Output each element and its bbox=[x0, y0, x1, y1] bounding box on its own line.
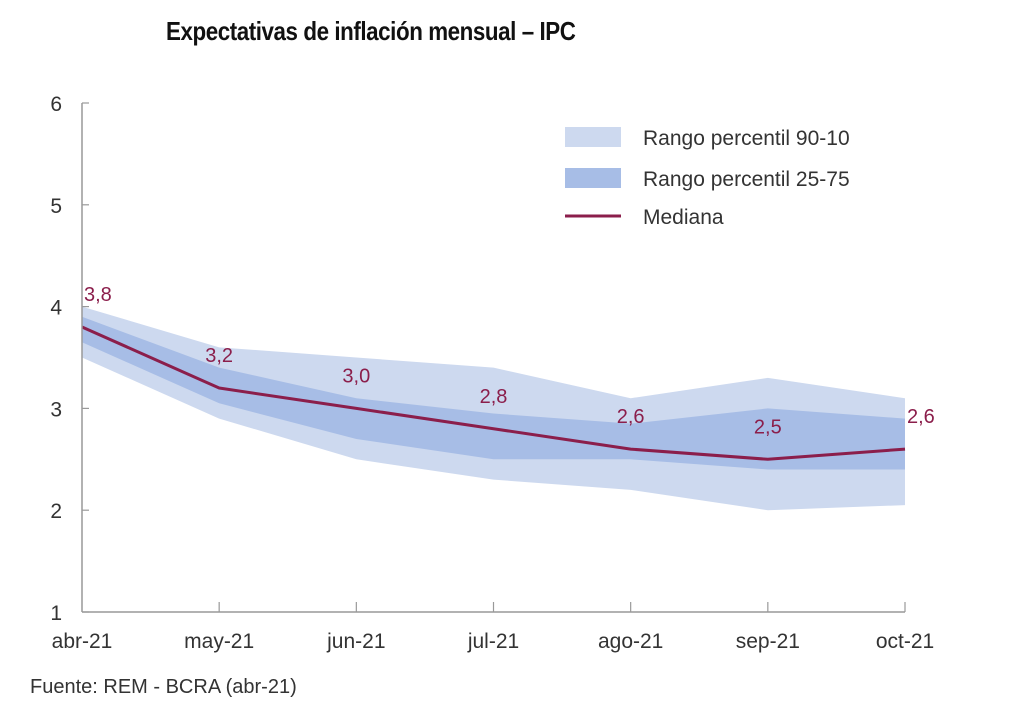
x-tick-label: ago-21 bbox=[598, 630, 663, 653]
axes-group: 1 2 3 4 5 6 abr-21 may-21 jun-21 jul-21 ago-21 sep-… bbox=[50, 93, 934, 653]
legend-swatch-band-25-75 bbox=[565, 168, 621, 188]
legend-swatch-band-90-10 bbox=[565, 127, 621, 147]
data-label: 3,0 bbox=[342, 365, 370, 387]
data-label: 2,6 bbox=[907, 406, 935, 428]
source-note: Fuente: REM - BCRA (abr-21) bbox=[30, 676, 297, 698]
x-tick-label: oct-21 bbox=[876, 630, 934, 653]
x-tick-label: jun-21 bbox=[326, 630, 385, 653]
median-line bbox=[81, 325, 906, 461]
data-label: 3,2 bbox=[205, 345, 233, 367]
legend-label: Rango percentil 25-75 bbox=[643, 168, 850, 191]
x-tick-label: abr-21 bbox=[52, 630, 113, 653]
band-90-10 bbox=[82, 306, 905, 511]
y-tick-label: 4 bbox=[50, 297, 62, 320]
legend-label: Mediana bbox=[643, 206, 724, 229]
bands-group bbox=[82, 306, 905, 511]
data-label: 2,8 bbox=[480, 386, 508, 408]
y-tick-label: 2 bbox=[50, 500, 62, 523]
x-tick-label: jul-21 bbox=[467, 630, 519, 653]
y-tick-label: 6 bbox=[50, 93, 62, 116]
legend: Rango percentil 90-10 Rango percentil 25-… bbox=[565, 127, 850, 229]
data-label: 3,8 bbox=[84, 284, 112, 306]
y-tick-label: 1 bbox=[50, 602, 62, 625]
data-label: 2,5 bbox=[754, 416, 782, 438]
legend-label: Rango percentil 90-10 bbox=[643, 127, 850, 150]
data-label: 2,6 bbox=[617, 406, 645, 428]
chart-title: Expectativas de inflación mensual – IPC bbox=[166, 16, 576, 46]
y-tick-label: 5 bbox=[50, 195, 62, 218]
x-tick-label: sep-21 bbox=[736, 630, 800, 653]
band-25-75 bbox=[82, 316, 905, 470]
y-tick-label: 3 bbox=[50, 398, 62, 421]
median-group bbox=[81, 325, 906, 461]
x-tick-label: may-21 bbox=[184, 630, 254, 653]
data-labels-group: 3,8 3,2 3,0 2,8 2,6 2,5 2,6 bbox=[84, 284, 935, 438]
